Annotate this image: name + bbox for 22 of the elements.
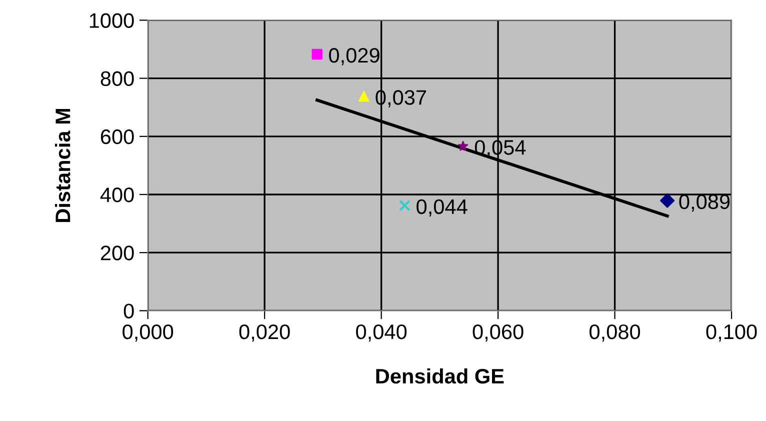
annotation: 0,044 (416, 199, 468, 217)
y-tick-label: 600 (100, 129, 134, 144)
point (660, 193, 675, 208)
y-tick-label: 200 (100, 246, 134, 260)
point (458, 140, 468, 151)
y-tick-label: 0 (124, 304, 134, 318)
point (358, 90, 370, 102)
point (312, 48, 322, 60)
x-axis-title: Densidad GE (376, 368, 504, 384)
x-tick-label: 0,060 (472, 324, 524, 342)
y-tick-label: 1000 (90, 13, 134, 28)
x-tick-label: 0,100 (706, 324, 757, 342)
point (398, 200, 410, 212)
y-tick-label: 400 (100, 188, 134, 202)
annotation: 0,089 (679, 194, 730, 212)
y-axis-title: Distancia M (54, 108, 70, 222)
x-tick-label: 0,080 (590, 324, 640, 342)
annotation: 0,029 (329, 48, 380, 66)
x-tick-label: 0,000 (122, 324, 174, 342)
x-tick-label: 0,040 (356, 324, 407, 342)
x-tick-label: 0,020 (239, 324, 290, 342)
y-tick-label: 800 (100, 71, 134, 86)
